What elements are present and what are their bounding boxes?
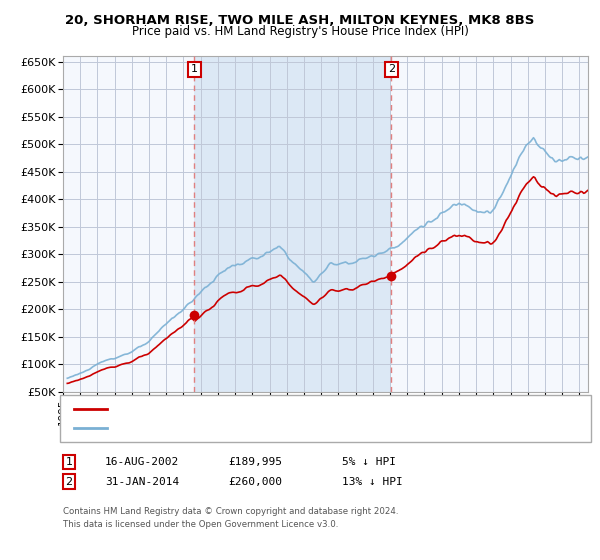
Text: 1: 1 <box>191 64 198 74</box>
Text: 2: 2 <box>65 477 73 487</box>
Text: 16-AUG-2002: 16-AUG-2002 <box>105 457 179 467</box>
Text: 13% ↓ HPI: 13% ↓ HPI <box>342 477 403 487</box>
Text: Contains HM Land Registry data © Crown copyright and database right 2024.: Contains HM Land Registry data © Crown c… <box>63 507 398 516</box>
Text: £189,995: £189,995 <box>228 457 282 467</box>
Text: 31-JAN-2014: 31-JAN-2014 <box>105 477 179 487</box>
Text: This data is licensed under the Open Government Licence v3.0.: This data is licensed under the Open Gov… <box>63 520 338 529</box>
Text: Price paid vs. HM Land Registry's House Price Index (HPI): Price paid vs. HM Land Registry's House … <box>131 25 469 38</box>
Text: 20, SHORHAM RISE, TWO MILE ASH, MILTON KEYNES, MK8 8BS: 20, SHORHAM RISE, TWO MILE ASH, MILTON K… <box>65 14 535 27</box>
Text: 1: 1 <box>65 457 73 467</box>
Text: 5% ↓ HPI: 5% ↓ HPI <box>342 457 396 467</box>
Text: £260,000: £260,000 <box>228 477 282 487</box>
Text: 2: 2 <box>388 64 395 74</box>
Text: HPI: Average price, detached house, Milton Keynes: HPI: Average price, detached house, Milt… <box>114 423 363 433</box>
Text: 20, SHORHAM RISE, TWO MILE ASH, MILTON KEYNES, MK8 8BS (detached house): 20, SHORHAM RISE, TWO MILE ASH, MILTON K… <box>114 404 509 414</box>
Bar <box>194 56 391 392</box>
